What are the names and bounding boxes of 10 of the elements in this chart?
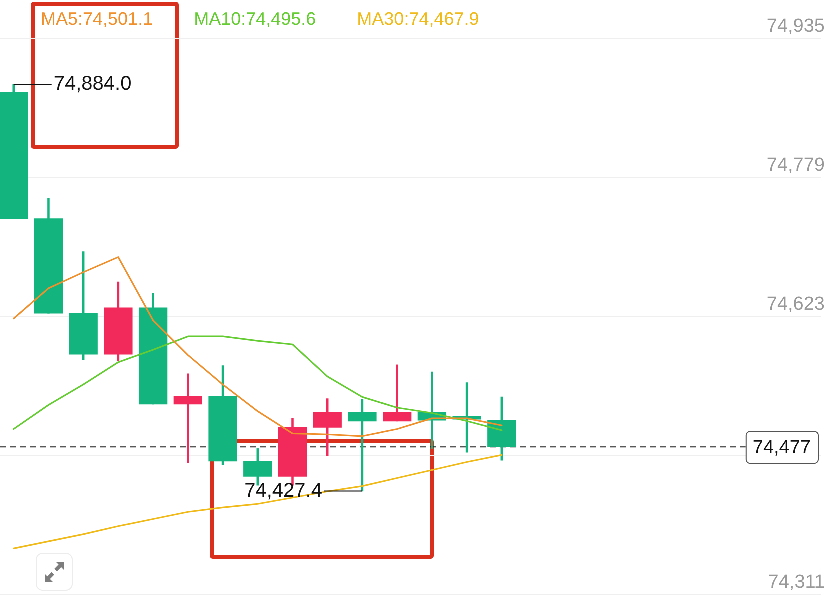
annotation: 74,884.0 xyxy=(54,72,132,95)
y-tick-label: 74,311 xyxy=(768,572,825,594)
text: MA10:74,495.6 xyxy=(194,8,316,29)
y-tick-label: 74,935 xyxy=(766,16,825,38)
text: MA30:74,467.9 xyxy=(357,8,480,29)
y-tick-label: 74,623 xyxy=(766,294,825,316)
text: MA5:74,501.1 xyxy=(41,8,154,29)
annotation: 74,427.4 xyxy=(244,480,322,502)
text: 74,477 xyxy=(752,437,812,458)
y-tick-label: 74,779 xyxy=(766,155,825,176)
